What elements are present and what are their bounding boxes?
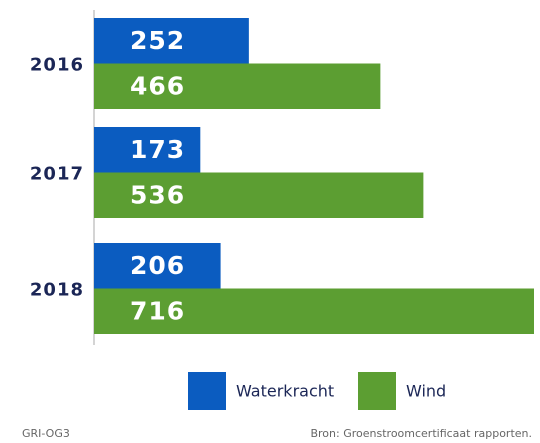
value-label: 716: [130, 296, 185, 325]
legend-label: Waterkracht: [236, 382, 334, 401]
y-tick-label: 2016: [30, 55, 84, 76]
source: Bron: Groenstroomcertificaat rapporten.: [310, 427, 532, 440]
bar: [94, 172, 424, 218]
bar: [94, 18, 249, 64]
value-label: 466: [130, 71, 185, 100]
legend-label: Wind: [406, 382, 446, 401]
value-label: 206: [130, 251, 185, 280]
bar: [94, 127, 201, 173]
bar: [94, 63, 381, 109]
footnote: GRI-OG3: [22, 427, 70, 440]
bar: [94, 243, 221, 289]
legend-swatch: [188, 372, 226, 410]
y-tick-label: 2018: [30, 280, 84, 301]
legend-swatch: [358, 372, 396, 410]
bar: [94, 288, 534, 334]
y-tick-label: 2017: [30, 164, 84, 185]
value-label: 536: [130, 180, 185, 209]
value-label: 173: [130, 135, 185, 164]
value-label: 252: [130, 26, 185, 55]
